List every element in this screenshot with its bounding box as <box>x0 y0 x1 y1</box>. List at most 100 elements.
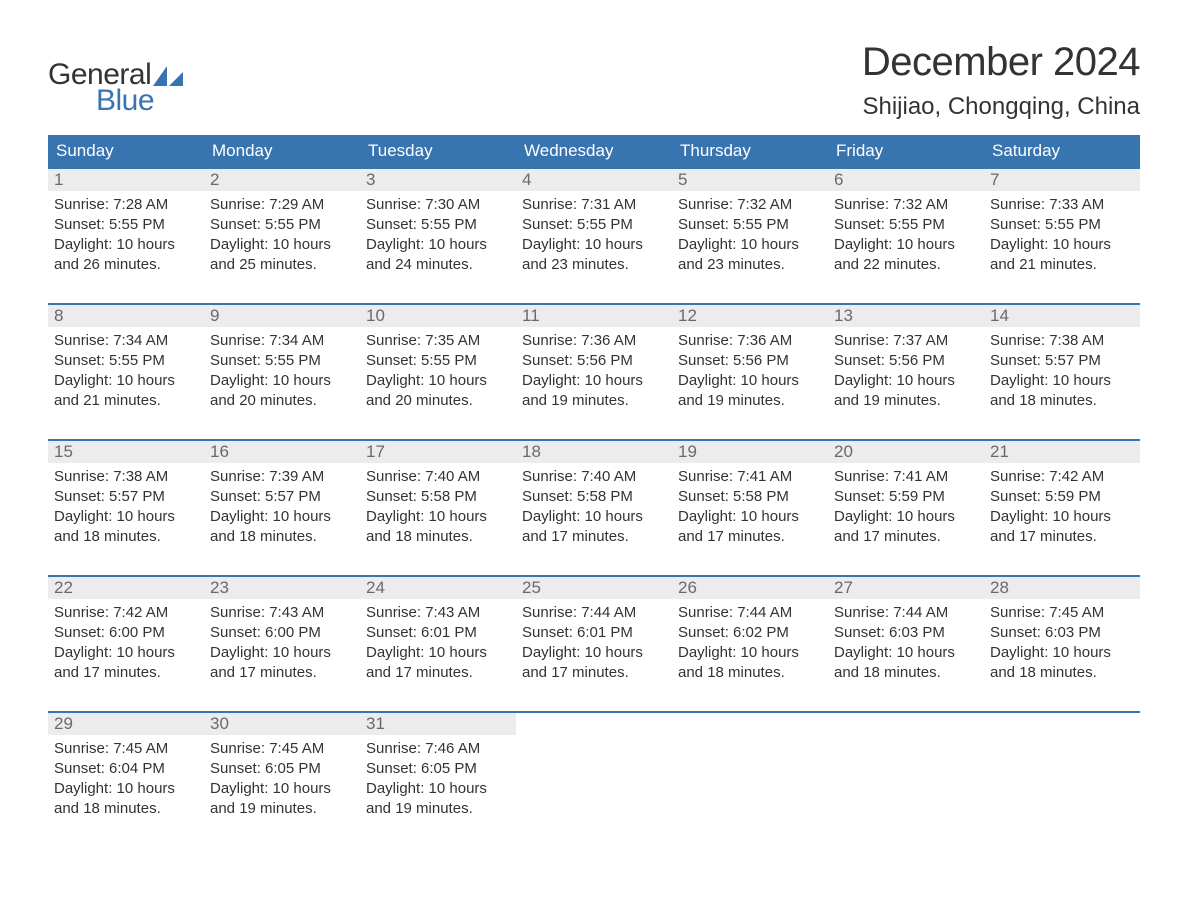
day-number: 15 <box>48 441 204 463</box>
day-details: Sunrise: 7:38 AMSunset: 5:57 PMDaylight:… <box>48 463 204 547</box>
week-row: 15Sunrise: 7:38 AMSunset: 5:57 PMDayligh… <box>48 439 1140 547</box>
day-cell: 13Sunrise: 7:37 AMSunset: 5:56 PMDayligh… <box>828 305 984 411</box>
day-day2: and 23 minutes. <box>678 255 822 275</box>
day-details: Sunrise: 7:38 AMSunset: 5:57 PMDaylight:… <box>984 327 1140 411</box>
day-day2: and 17 minutes. <box>366 663 510 683</box>
day-number: 27 <box>828 577 984 599</box>
day-number: 9 <box>204 305 360 327</box>
day-number: 4 <box>516 169 672 191</box>
weekday-header: Saturday <box>984 135 1140 167</box>
day-number: 2 <box>204 169 360 191</box>
day-details: Sunrise: 7:44 AMSunset: 6:02 PMDaylight:… <box>672 599 828 683</box>
day-sunrise: Sunrise: 7:45 AM <box>210 739 354 759</box>
day-day2: and 17 minutes. <box>678 527 822 547</box>
day-number: 24 <box>360 577 516 599</box>
location-subtitle: Shijiao, Chongqing, China <box>862 93 1140 121</box>
day-cell: 25Sunrise: 7:44 AMSunset: 6:01 PMDayligh… <box>516 577 672 683</box>
header: General Blue December 2024 Shijiao, Chon… <box>48 40 1140 121</box>
day-day1: Daylight: 10 hours <box>366 507 510 527</box>
day-sunset: Sunset: 5:56 PM <box>522 351 666 371</box>
day-number: 11 <box>516 305 672 327</box>
day-day1: Daylight: 10 hours <box>366 371 510 391</box>
day-day1: Daylight: 10 hours <box>678 643 822 663</box>
day-sunset: Sunset: 6:04 PM <box>54 759 198 779</box>
day-cell: 24Sunrise: 7:43 AMSunset: 6:01 PMDayligh… <box>360 577 516 683</box>
day-number: 25 <box>516 577 672 599</box>
day-cell: 7Sunrise: 7:33 AMSunset: 5:55 PMDaylight… <box>984 169 1140 275</box>
week-row: 29Sunrise: 7:45 AMSunset: 6:04 PMDayligh… <box>48 711 1140 819</box>
weekday-header: Friday <box>828 135 984 167</box>
day-sunrise: Sunrise: 7:36 AM <box>678 331 822 351</box>
day-cell: 15Sunrise: 7:38 AMSunset: 5:57 PMDayligh… <box>48 441 204 547</box>
day-details: Sunrise: 7:42 AMSunset: 6:00 PMDaylight:… <box>48 599 204 683</box>
weekday-header-row: SundayMondayTuesdayWednesdayThursdayFrid… <box>48 135 1140 167</box>
day-cell: 29Sunrise: 7:45 AMSunset: 6:04 PMDayligh… <box>48 713 204 819</box>
day-sunrise: Sunrise: 7:28 AM <box>54 195 198 215</box>
logo-sail-icon <box>153 66 183 86</box>
day-sunrise: Sunrise: 7:38 AM <box>54 467 198 487</box>
day-sunset: Sunset: 5:55 PM <box>678 215 822 235</box>
day-details: Sunrise: 7:32 AMSunset: 5:55 PMDaylight:… <box>672 191 828 275</box>
day-details: Sunrise: 7:41 AMSunset: 5:58 PMDaylight:… <box>672 463 828 547</box>
day-number: 20 <box>828 441 984 463</box>
day-sunset: Sunset: 5:59 PM <box>990 487 1134 507</box>
logo-blue-text: Blue <box>96 84 183 118</box>
day-cell: 2Sunrise: 7:29 AMSunset: 5:55 PMDaylight… <box>204 169 360 275</box>
day-cell: 10Sunrise: 7:35 AMSunset: 5:55 PMDayligh… <box>360 305 516 411</box>
day-cell: 26Sunrise: 7:44 AMSunset: 6:02 PMDayligh… <box>672 577 828 683</box>
day-sunrise: Sunrise: 7:43 AM <box>210 603 354 623</box>
day-day1: Daylight: 10 hours <box>834 235 978 255</box>
day-cell: 19Sunrise: 7:41 AMSunset: 5:58 PMDayligh… <box>672 441 828 547</box>
day-sunrise: Sunrise: 7:42 AM <box>990 467 1134 487</box>
day-day2: and 18 minutes. <box>678 663 822 683</box>
day-sunrise: Sunrise: 7:40 AM <box>366 467 510 487</box>
day-day1: Daylight: 10 hours <box>522 507 666 527</box>
day-number: 7 <box>984 169 1140 191</box>
day-number: 8 <box>48 305 204 327</box>
day-number: 14 <box>984 305 1140 327</box>
day-sunrise: Sunrise: 7:37 AM <box>834 331 978 351</box>
day-cell: . <box>828 713 984 819</box>
day-cell: 14Sunrise: 7:38 AMSunset: 5:57 PMDayligh… <box>984 305 1140 411</box>
day-day1: Daylight: 10 hours <box>990 507 1134 527</box>
day-sunset: Sunset: 6:05 PM <box>210 759 354 779</box>
day-details: Sunrise: 7:36 AMSunset: 5:56 PMDaylight:… <box>516 327 672 411</box>
day-details: Sunrise: 7:35 AMSunset: 5:55 PMDaylight:… <box>360 327 516 411</box>
day-details: Sunrise: 7:28 AMSunset: 5:55 PMDaylight:… <box>48 191 204 275</box>
day-day2: and 18 minutes. <box>54 799 198 819</box>
day-cell: 12Sunrise: 7:36 AMSunset: 5:56 PMDayligh… <box>672 305 828 411</box>
day-day2: and 17 minutes. <box>522 663 666 683</box>
month-title: December 2024 <box>862 40 1140 85</box>
day-day2: and 18 minutes. <box>834 663 978 683</box>
day-day1: Daylight: 10 hours <box>54 779 198 799</box>
day-cell: . <box>672 713 828 819</box>
day-day2: and 19 minutes. <box>834 391 978 411</box>
day-day1: Daylight: 10 hours <box>678 507 822 527</box>
day-details: Sunrise: 7:40 AMSunset: 5:58 PMDaylight:… <box>516 463 672 547</box>
day-day1: Daylight: 10 hours <box>990 235 1134 255</box>
day-sunrise: Sunrise: 7:29 AM <box>210 195 354 215</box>
day-sunset: Sunset: 5:57 PM <box>210 487 354 507</box>
day-sunset: Sunset: 5:55 PM <box>522 215 666 235</box>
day-sunset: Sunset: 5:58 PM <box>366 487 510 507</box>
day-sunset: Sunset: 5:55 PM <box>990 215 1134 235</box>
day-cell: 4Sunrise: 7:31 AMSunset: 5:55 PMDaylight… <box>516 169 672 275</box>
day-day1: Daylight: 10 hours <box>366 235 510 255</box>
day-day1: Daylight: 10 hours <box>210 235 354 255</box>
day-details: Sunrise: 7:37 AMSunset: 5:56 PMDaylight:… <box>828 327 984 411</box>
weekday-header: Tuesday <box>360 135 516 167</box>
day-sunset: Sunset: 6:01 PM <box>522 623 666 643</box>
day-details: Sunrise: 7:44 AMSunset: 6:03 PMDaylight:… <box>828 599 984 683</box>
day-sunset: Sunset: 5:55 PM <box>366 215 510 235</box>
day-details: Sunrise: 7:40 AMSunset: 5:58 PMDaylight:… <box>360 463 516 547</box>
day-sunrise: Sunrise: 7:34 AM <box>210 331 354 351</box>
day-details: Sunrise: 7:34 AMSunset: 5:55 PMDaylight:… <box>204 327 360 411</box>
day-sunset: Sunset: 5:58 PM <box>678 487 822 507</box>
day-details: Sunrise: 7:46 AMSunset: 6:05 PMDaylight:… <box>360 735 516 819</box>
day-day1: Daylight: 10 hours <box>54 371 198 391</box>
day-details: Sunrise: 7:43 AMSunset: 6:00 PMDaylight:… <box>204 599 360 683</box>
day-day1: Daylight: 10 hours <box>522 643 666 663</box>
day-number: 28 <box>984 577 1140 599</box>
day-sunset: Sunset: 5:56 PM <box>834 351 978 371</box>
day-number: 21 <box>984 441 1140 463</box>
